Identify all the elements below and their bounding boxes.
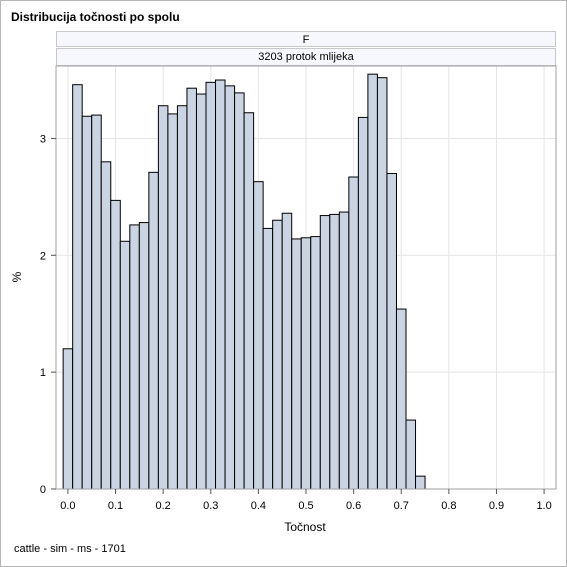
histogram-bar [386, 173, 397, 490]
histogram-bar [348, 176, 359, 490]
histogram-bar [243, 112, 255, 490]
histogram-bar [234, 92, 245, 490]
histogram-bar [205, 81, 217, 490]
histogram-bar [300, 237, 312, 490]
histogram-bar [319, 215, 331, 490]
histogram-bar [215, 79, 226, 490]
histogram-bar [415, 475, 426, 490]
histogram-bar [186, 87, 197, 490]
histogram-bar [310, 236, 321, 490]
histogram-bar [91, 114, 102, 490]
histogram-bar [138, 222, 150, 490]
y-tick-label: 1 [40, 367, 46, 379]
histogram-bar [157, 105, 169, 490]
histogram-bar [272, 219, 283, 490]
y-tick-label: 2 [40, 250, 46, 262]
histogram-bar [405, 419, 417, 490]
histogram-bar [291, 238, 302, 490]
histogram-bar [262, 227, 274, 490]
x-tick-label: 0.5 [298, 500, 313, 512]
histogram-bar [81, 115, 93, 490]
panel-strip-trait: 3203 protok mlijeka [56, 48, 556, 66]
chart-title: Distribucija točnosti po spolu [11, 10, 180, 24]
histogram-bar [195, 93, 207, 490]
histogram-bar [148, 171, 159, 490]
panel-strip-sex: F [56, 31, 556, 47]
histogram-bar [357, 116, 369, 490]
x-tick-label: 0.8 [441, 500, 456, 512]
histogram-bar [129, 224, 140, 490]
y-tick-label: 3 [40, 133, 46, 145]
histogram-bar [62, 348, 74, 490]
x-tick-label: 0.6 [346, 500, 361, 512]
histogram-bar [338, 211, 350, 490]
histogram-bar [167, 113, 178, 490]
x-tick-label: 0.2 [155, 500, 170, 512]
x-tick-label: 0.0 [60, 500, 75, 512]
histogram-bar [329, 213, 340, 490]
x-axis-label: Točnost [284, 520, 326, 534]
y-tick-label: 0 [40, 484, 46, 496]
x-tick-label: 0.7 [394, 500, 409, 512]
histogram-bar [110, 199, 121, 490]
histogram-bars [62, 73, 426, 490]
axes: 0.0 0.1 0.2 0.3 0.4 0.5 0.6 0.7 0.8 0.9 1.0 0 1 2 3 [40, 133, 552, 512]
histogram-bar [100, 161, 112, 490]
histogram-bar [224, 85, 236, 490]
histogram-bar [176, 105, 188, 490]
histogram-bar [253, 181, 264, 490]
histogram-bar [376, 77, 388, 490]
x-tick-label: 1.0 [536, 500, 551, 512]
y-axis-label: % [10, 271, 24, 282]
histogram-bar [281, 212, 293, 490]
histogram-bar [395, 308, 407, 490]
histogram-bar [119, 240, 131, 490]
histogram-bar [72, 84, 83, 490]
histogram-bar [367, 73, 378, 490]
footnote: cattle - sim - ms - 1701 [14, 543, 126, 555]
x-tick-label: 0.1 [108, 500, 123, 512]
x-tick-label: 0.4 [251, 500, 266, 512]
x-tick-label: 0.9 [489, 500, 504, 512]
x-tick-label: 0.3 [203, 500, 218, 512]
